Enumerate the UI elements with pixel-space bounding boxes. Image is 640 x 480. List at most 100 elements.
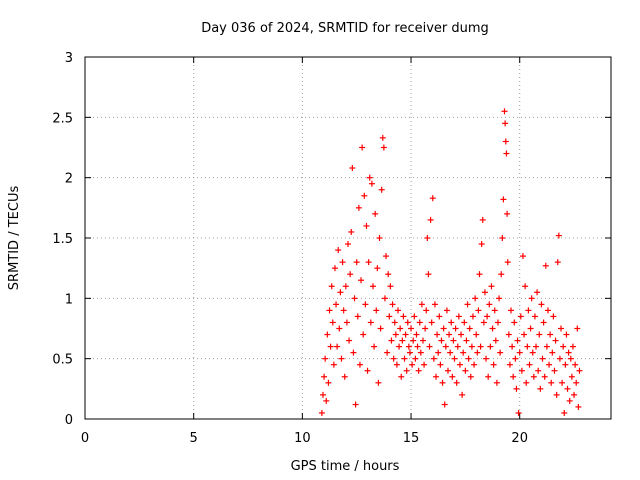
data-point (349, 165, 356, 172)
data-point (436, 313, 443, 320)
data-point (491, 307, 498, 314)
data-point (559, 379, 566, 386)
data-point (558, 325, 565, 332)
data-point (539, 355, 546, 362)
data-point (341, 373, 348, 380)
data-point (431, 301, 438, 308)
data-point (353, 259, 360, 266)
data-point (554, 259, 561, 266)
data-point (571, 391, 578, 398)
data-point (327, 343, 334, 350)
data-point (394, 307, 401, 314)
data-point (560, 343, 567, 350)
data-point (573, 379, 580, 386)
data-point (550, 313, 557, 320)
data-point (453, 379, 460, 386)
data-point (334, 343, 341, 350)
data-point (493, 379, 500, 386)
data-point (538, 301, 545, 308)
data-point (386, 313, 393, 320)
data-point (403, 367, 410, 374)
data-point (430, 355, 437, 362)
data-point (540, 319, 547, 326)
x-tick-label: 15 (403, 431, 420, 446)
data-point (400, 313, 407, 320)
data-point (378, 186, 385, 193)
data-point (326, 307, 333, 314)
data-point (498, 271, 505, 278)
data-point (499, 235, 506, 241)
data-point (413, 331, 420, 338)
data-point (342, 283, 349, 290)
data-point (422, 325, 429, 332)
data-point (440, 325, 447, 332)
data-point (361, 192, 368, 199)
data-point (369, 283, 376, 290)
data-point (367, 319, 374, 326)
data-point (525, 307, 532, 314)
data-point (547, 331, 554, 338)
data-point (562, 361, 569, 368)
data-point (509, 343, 516, 350)
data-point (497, 349, 504, 356)
data-point (414, 343, 421, 350)
data-points (318, 108, 583, 416)
data-point (510, 373, 517, 380)
data-point (528, 295, 535, 302)
data-point (458, 331, 465, 338)
data-point (402, 331, 409, 338)
data-point (461, 319, 468, 326)
data-point (387, 283, 394, 290)
data-point (546, 361, 553, 368)
data-point (421, 361, 428, 368)
data-point (447, 349, 454, 356)
y-tick-label: 1 (65, 292, 73, 307)
data-point (322, 355, 329, 362)
y-tick-label: 0 (65, 413, 73, 428)
data-point (541, 373, 548, 380)
data-point (529, 349, 536, 356)
data-point (576, 367, 583, 374)
data-point (406, 349, 413, 356)
data-point (522, 283, 529, 290)
data-point (374, 265, 381, 272)
data-point (362, 301, 369, 308)
data-point (472, 295, 479, 302)
data-point (355, 204, 362, 211)
x-tick-label: 20 (511, 431, 528, 446)
data-point (494, 319, 501, 326)
data-point (500, 196, 507, 203)
data-point (372, 210, 379, 217)
data-point (412, 355, 419, 362)
data-point (336, 325, 343, 332)
data-point (517, 313, 524, 320)
data-point (329, 319, 336, 326)
data-point (433, 373, 440, 380)
data-point (434, 331, 441, 338)
data-point (502, 120, 509, 127)
data-point (439, 379, 446, 386)
data-point (505, 331, 512, 338)
data-point (475, 307, 482, 314)
data-point (567, 355, 574, 362)
data-point (323, 397, 330, 404)
data-point (464, 301, 471, 308)
data-point (548, 379, 555, 386)
data-point (504, 210, 511, 217)
data-point (566, 397, 573, 404)
data-point (524, 343, 531, 350)
data-point (393, 361, 400, 368)
data-point (424, 235, 431, 241)
data-point (340, 307, 347, 314)
data-point (563, 331, 570, 338)
data-point (330, 361, 337, 368)
data-point (429, 195, 436, 202)
data-point (359, 144, 366, 151)
data-point (523, 379, 530, 386)
data-point (527, 325, 534, 332)
data-point (451, 355, 458, 362)
y-tick-label: 2.5 (52, 111, 73, 126)
data-point (496, 295, 503, 302)
data-point (392, 331, 399, 338)
